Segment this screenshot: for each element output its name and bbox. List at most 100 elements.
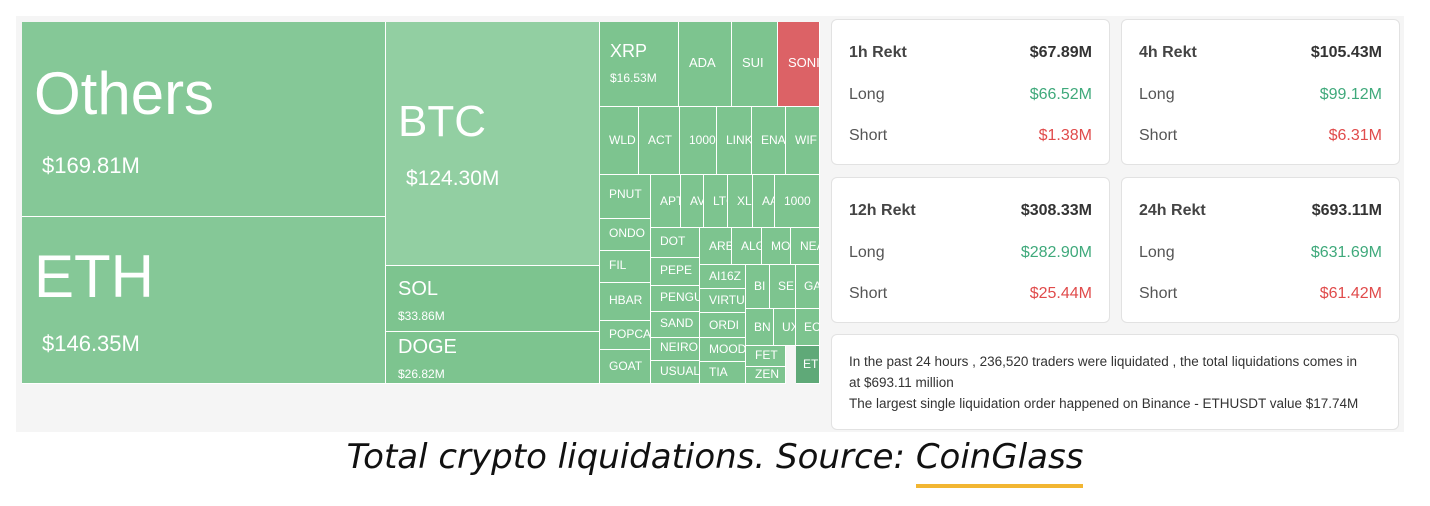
- treemap-tile-1000[interactable]: 1000: [680, 107, 717, 175]
- tile-symbol: XRP: [610, 41, 648, 61]
- rekt-long-value: $66.52M: [1029, 86, 1092, 103]
- rekt-short-row: Short $6.31M: [1139, 127, 1382, 147]
- treemap-tile-hbar[interactable]: HBAR: [600, 283, 651, 321]
- treemap-tile-wif[interactable]: WIF: [786, 107, 820, 175]
- treemap-tile-arb[interactable]: ARB: [700, 228, 732, 265]
- summary-line-2: at $693.11 million: [849, 375, 954, 390]
- tile-symbol: Others: [34, 60, 215, 127]
- rekt-head-row: 1h Rekt $67.89M: [849, 44, 1092, 64]
- treemap-tile-ava[interactable]: AVA: [681, 175, 704, 228]
- treemap-tile-link[interactable]: LINK: [717, 107, 752, 175]
- treemap-tile-near[interactable]: NEAR: [791, 228, 820, 265]
- treemap-tile-pepe[interactable]: PEPE: [651, 258, 700, 286]
- tile-symbol: ENA: [761, 133, 786, 147]
- rekt-card-4h-rekt: 4h Rekt $105.43M Long $99.12M Short $6.31M: [1121, 19, 1400, 165]
- treemap-tile-mood[interactable]: MOOD: [700, 338, 746, 362]
- treemap-tile-sand[interactable]: SAND: [651, 312, 700, 338]
- treemap-tile-ondo[interactable]: ONDO: [600, 219, 651, 251]
- tile-symbol: HBAR: [609, 293, 643, 307]
- tile-symbol: NEAR: [800, 239, 819, 253]
- treemap-tile-ltc[interactable]: LTC: [704, 175, 728, 228]
- rekt-short-label: Short: [849, 285, 888, 302]
- treemap-tile-aave[interactable]: AAVE: [753, 175, 775, 228]
- rekt-head-value: $693.11M: [1311, 202, 1382, 219]
- tile-symbol: WLD: [609, 133, 636, 147]
- treemap-tile-sol[interactable]: SOL $33.86M: [386, 266, 600, 332]
- treemap-tile-tia[interactable]: TIA: [700, 362, 746, 384]
- tile-symbol: DOT: [660, 234, 686, 248]
- treemap-tile-sonic[interactable]: SONIC: [778, 22, 820, 107]
- rekt-head-label: 24h Rekt: [1139, 202, 1206, 219]
- treemap-tile-xlm[interactable]: XLM: [728, 175, 753, 228]
- rekt-long-row: Long $66.52M: [849, 86, 1092, 106]
- treemap-tile-act[interactable]: ACT: [639, 107, 680, 175]
- treemap-tile-ec[interactable]: EC: [796, 309, 820, 346]
- treemap-tile-1000[interactable]: 1000: [775, 175, 820, 228]
- rekt-short-label: Short: [1139, 285, 1178, 302]
- rekt-long-row: Long $282.90M: [849, 244, 1092, 264]
- treemap-tile-others[interactable]: Others $169.81M: [22, 22, 386, 217]
- treemap-tile-eth[interactable]: ETH $146.35M: [22, 217, 386, 384]
- treemap-tile-btc[interactable]: BTC $124.30M: [386, 22, 600, 266]
- rekt-long-label: Long: [849, 86, 885, 103]
- treemap-tile-ga[interactable]: GA: [796, 265, 820, 309]
- treemap-tile-ordi[interactable]: ORDI: [700, 313, 746, 338]
- rekt-long-label: Long: [1139, 86, 1175, 103]
- tile-symbol: XLM: [737, 194, 752, 208]
- tile-symbol: ORDI: [709, 318, 739, 332]
- tile-symbol: ACT: [648, 133, 672, 147]
- treemap-tile-ena[interactable]: ENA: [752, 107, 786, 175]
- tile-symbol: EC: [804, 320, 820, 334]
- tile-symbol: PEPE: [660, 263, 693, 277]
- rekt-head-value: $308.33M: [1020, 202, 1092, 219]
- rekt-head-value: $105.43M: [1310, 44, 1382, 61]
- treemap-tile-sui[interactable]: SUI: [732, 22, 778, 107]
- rekt-short-label: Short: [849, 127, 888, 144]
- rekt-card-24h-rekt: 24h Rekt $693.11M Long $631.69M Short $61.42M: [1121, 177, 1400, 323]
- treemap-tile-apt[interactable]: APT: [651, 175, 681, 228]
- treemap-tile-doge[interactable]: DOGE $26.82M: [386, 332, 600, 384]
- tile-value: $16.53M: [610, 71, 657, 85]
- treemap-tile-fet[interactable]: FET: [746, 346, 786, 367]
- treemap-tile-bn[interactable]: BN: [746, 309, 774, 346]
- treemap-tile-alg[interactable]: ALG: [732, 228, 762, 265]
- tile-symbol: ADA: [689, 55, 716, 70]
- treemap-tile-pengu[interactable]: PENGU: [651, 286, 700, 312]
- treemap-tile-ux[interactable]: UX: [774, 309, 796, 346]
- tile-symbol: VIRTU: [709, 293, 745, 307]
- rekt-head-label: 12h Rekt: [849, 202, 916, 219]
- treemap-tile-dot[interactable]: DOT: [651, 228, 700, 258]
- treemap-tile-ai16z[interactable]: AI16Z: [700, 265, 746, 289]
- rekt-short-label: Short: [1139, 127, 1178, 144]
- treemap-tile-goat[interactable]: GOAT: [600, 350, 651, 384]
- tile-symbol: ONDO: [609, 226, 645, 240]
- treemap-tile-wld[interactable]: WLD: [600, 107, 639, 175]
- treemap-tile-usual[interactable]: USUAL: [651, 361, 700, 384]
- tile-symbol: 1000: [689, 133, 716, 147]
- treemap-tile-se[interactable]: SE: [770, 265, 796, 309]
- rekt-short-row: Short $1.38M: [849, 127, 1092, 147]
- tile-value: $124.30M: [406, 167, 500, 190]
- rekt-long-value: $99.12M: [1319, 86, 1382, 103]
- treemap-tile-ada[interactable]: ADA: [679, 22, 732, 107]
- tile-value: $169.81M: [42, 153, 140, 178]
- caption-text: Total crypto liquidations. Source:: [346, 437, 916, 477]
- treemap-tile-virtu[interactable]: VIRTU: [700, 289, 746, 313]
- treemap-tile-zen[interactable]: ZEN: [746, 367, 786, 384]
- rekt-long-label: Long: [849, 244, 885, 261]
- treemap-tile-pnut[interactable]: PNUT: [600, 175, 651, 219]
- treemap-tile-xrp[interactable]: XRP $16.53M: [600, 22, 679, 107]
- tile-symbol: TIA: [709, 365, 728, 379]
- treemap-tile-fil[interactable]: FIL: [600, 251, 651, 283]
- treemap-tile-neiro[interactable]: NEIRO: [651, 338, 700, 361]
- caption-source-link[interactable]: CoinGlass: [915, 432, 1083, 488]
- tile-value: $26.82M: [398, 367, 445, 381]
- rekt-long-value: $282.90M: [1020, 244, 1092, 261]
- rekt-head-label: 1h Rekt: [849, 44, 907, 61]
- tile-value: $33.86M: [398, 309, 445, 323]
- treemap-tile-popcat[interactable]: POPCAT: [600, 321, 651, 350]
- treemap-tile-et[interactable]: ET: [796, 346, 820, 384]
- rekt-short-row: Short $25.44M: [849, 285, 1092, 305]
- treemap-tile-bi[interactable]: BI: [746, 265, 770, 309]
- treemap-tile-mo[interactable]: MO: [762, 228, 791, 265]
